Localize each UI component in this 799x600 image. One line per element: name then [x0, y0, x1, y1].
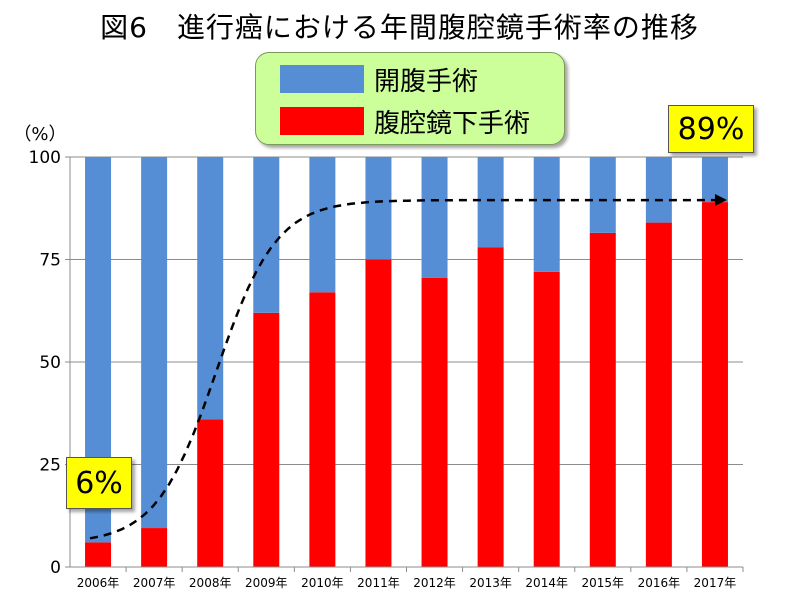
legend-item-open: 開腹手術 — [280, 61, 478, 97]
legend-label-laparoscopic: 腹腔鏡下手術 — [374, 108, 531, 139]
bar-open-2016年 — [645, 157, 672, 223]
y-tick-label: 0 — [50, 558, 61, 578]
bar-open-2007年 — [141, 157, 168, 529]
bar-laparoscopic-2010年 — [309, 292, 336, 567]
bar-laparoscopic-2006年 — [85, 542, 112, 567]
bar-laparoscopic-2011年 — [365, 259, 392, 567]
y-tick-label: 75 — [39, 251, 61, 271]
bar-laparoscopic-2016年 — [645, 222, 672, 567]
bar-laparoscopic-2017年 — [701, 202, 728, 567]
x-tick-label: 2012年 — [413, 576, 456, 590]
callout-start-value: 6% — [66, 457, 132, 509]
legend-label-open: 開腹手術 — [374, 66, 479, 97]
y-tick-label: 100 — [29, 148, 61, 168]
bar-open-2012年 — [421, 157, 448, 278]
x-tick-label: 2006年 — [77, 576, 120, 590]
bar-laparoscopic-2014年 — [533, 271, 560, 567]
x-tick-label: 2013年 — [469, 576, 512, 590]
legend: 開腹手術 腹腔鏡下手術 — [255, 52, 565, 145]
bar-laparoscopic-2009年 — [253, 312, 280, 567]
bar-open-2011年 — [365, 157, 392, 260]
grid-layer — [70, 156, 743, 568]
bar-open-2015年 — [589, 157, 616, 233]
bar-open-2014年 — [533, 157, 560, 272]
bar-laparoscopic-2008年 — [197, 419, 224, 567]
callout-end-value: 89% — [668, 105, 754, 153]
legend-item-laparoscopic: 腹腔鏡下手術 — [280, 103, 530, 139]
x-tick-label: 2015年 — [582, 576, 625, 590]
bar-open-2009年 — [253, 157, 280, 313]
bar-open-2013年 — [477, 157, 504, 248]
legend-swatch-open — [280, 65, 364, 93]
x-tick-label: 2008年 — [189, 576, 232, 590]
x-tick-label: 2017年 — [694, 576, 737, 590]
y-tick-label: 50 — [39, 353, 61, 373]
x-tick-label: 2011年 — [357, 576, 400, 590]
axis-layer: 0 25 50 75 100 2006年 2007年 2008年 2009年 2010年 2011年… — [29, 148, 744, 590]
bar-open-2010年 — [309, 157, 336, 293]
x-tick-label: 2016年 — [638, 576, 681, 590]
bar-open-2008年 — [197, 157, 224, 420]
x-tick-label: 2009年 — [245, 576, 288, 590]
x-tick-label: 2014年 — [525, 576, 568, 590]
y-tick-label: 25 — [39, 456, 61, 476]
bars-layer — [85, 157, 728, 567]
trend-arrow-head — [714, 194, 727, 207]
bar-laparoscopic-2015年 — [589, 232, 616, 567]
x-tick-label: 2007年 — [133, 576, 176, 590]
bar-laparoscopic-2013年 — [477, 247, 504, 567]
y-axis-label: （%） — [13, 124, 66, 145]
page-title: 図6 進行癌における年間腹腔鏡手術率の推移 — [100, 11, 699, 44]
x-tick-label: 2010年 — [301, 576, 344, 590]
bar-laparoscopic-2012年 — [421, 277, 448, 567]
legend-swatch-laparoscopic — [280, 107, 364, 135]
trend-line — [89, 198, 723, 540]
bar-laparoscopic-2007年 — [141, 528, 168, 567]
